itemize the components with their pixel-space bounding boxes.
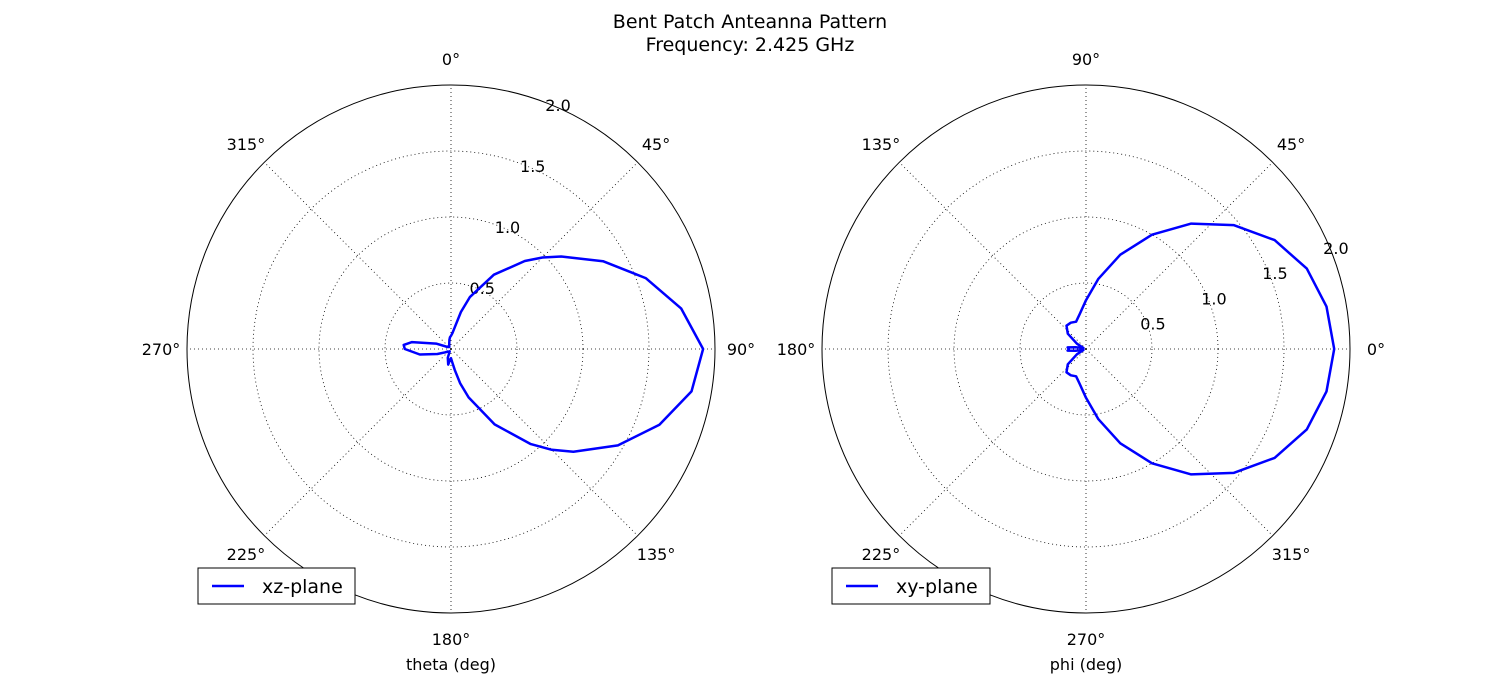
r-tick-label: 0.5: [470, 279, 495, 298]
r-tick-label: 1.0: [1201, 289, 1226, 308]
theta-tick-label: 315°: [1272, 545, 1311, 564]
figure-title: Bent Patch Anteanna Pattern: [612, 11, 888, 33]
r-tick-label: 1.5: [1262, 264, 1287, 283]
theta-tick-label: 180°: [432, 630, 471, 649]
theta-tick-label: 45°: [642, 135, 670, 154]
theta-tick-label: 270°: [142, 340, 181, 359]
r-tick-label: 2.0: [545, 96, 570, 115]
angular-gridline: [899, 348, 1087, 536]
radial-gridline: [252, 150, 650, 548]
angular-gridline: [899, 162, 1087, 350]
theta-tick-label: 135°: [862, 135, 901, 154]
angular-gridline: [1085, 348, 1273, 536]
legend-label: xz-plane: [262, 576, 343, 598]
theta-tick-label: 90°: [727, 340, 755, 359]
angular-gridline: [1085, 162, 1273, 350]
theta-tick-label: 135°: [637, 545, 676, 564]
angular-gridline: [450, 348, 638, 536]
r-tick-label: 0.5: [1140, 315, 1165, 334]
radial-gridline: [384, 282, 518, 416]
polar-chart-xz: 0.5 1.0 1.5 2.0 0° 45° 90° 135° 180° 225° 270° 315°…: [142, 50, 755, 674]
polar-chart-xy: 0.5 1.0 1.5 2.0 0° 45° 90° 135° 180° 225° 270° 315°…: [777, 50, 1385, 674]
angular-gridline: [264, 348, 452, 536]
r-tick-label: 1.0: [495, 218, 520, 237]
x-axis-label: phi (deg): [1050, 655, 1122, 674]
theta-tick-label: 0°: [1367, 340, 1385, 359]
radial-gridline: [887, 150, 1285, 548]
theta-tick-label: 315°: [227, 135, 266, 154]
outer-circle: [186, 84, 716, 614]
legend-label: xy-plane: [896, 576, 978, 598]
r-tick-label: 2.0: [1323, 239, 1348, 258]
theta-tick-label: 270°: [1067, 630, 1106, 649]
r-tick-label: 1.5: [520, 157, 545, 176]
theta-tick-label: 180°: [777, 340, 816, 359]
theta-tick-label: 90°: [1072, 50, 1100, 69]
theta-tick-label: 225°: [227, 545, 266, 564]
theta-tick-label: 45°: [1277, 135, 1305, 154]
series-line-xz-plane: [402, 255, 705, 453]
series-line-xy-plane: [1065, 222, 1336, 476]
angular-gridline: [450, 162, 638, 350]
theta-tick-label: 0°: [442, 50, 460, 69]
radial-gridline: [1019, 282, 1153, 416]
x-axis-label: theta (deg): [406, 655, 496, 674]
figure-subtitle: Frequency: 2.425 GHz: [645, 34, 855, 56]
angular-gridline: [264, 162, 452, 350]
theta-tick-label: 225°: [862, 545, 901, 564]
outer-circle: [821, 84, 1351, 614]
